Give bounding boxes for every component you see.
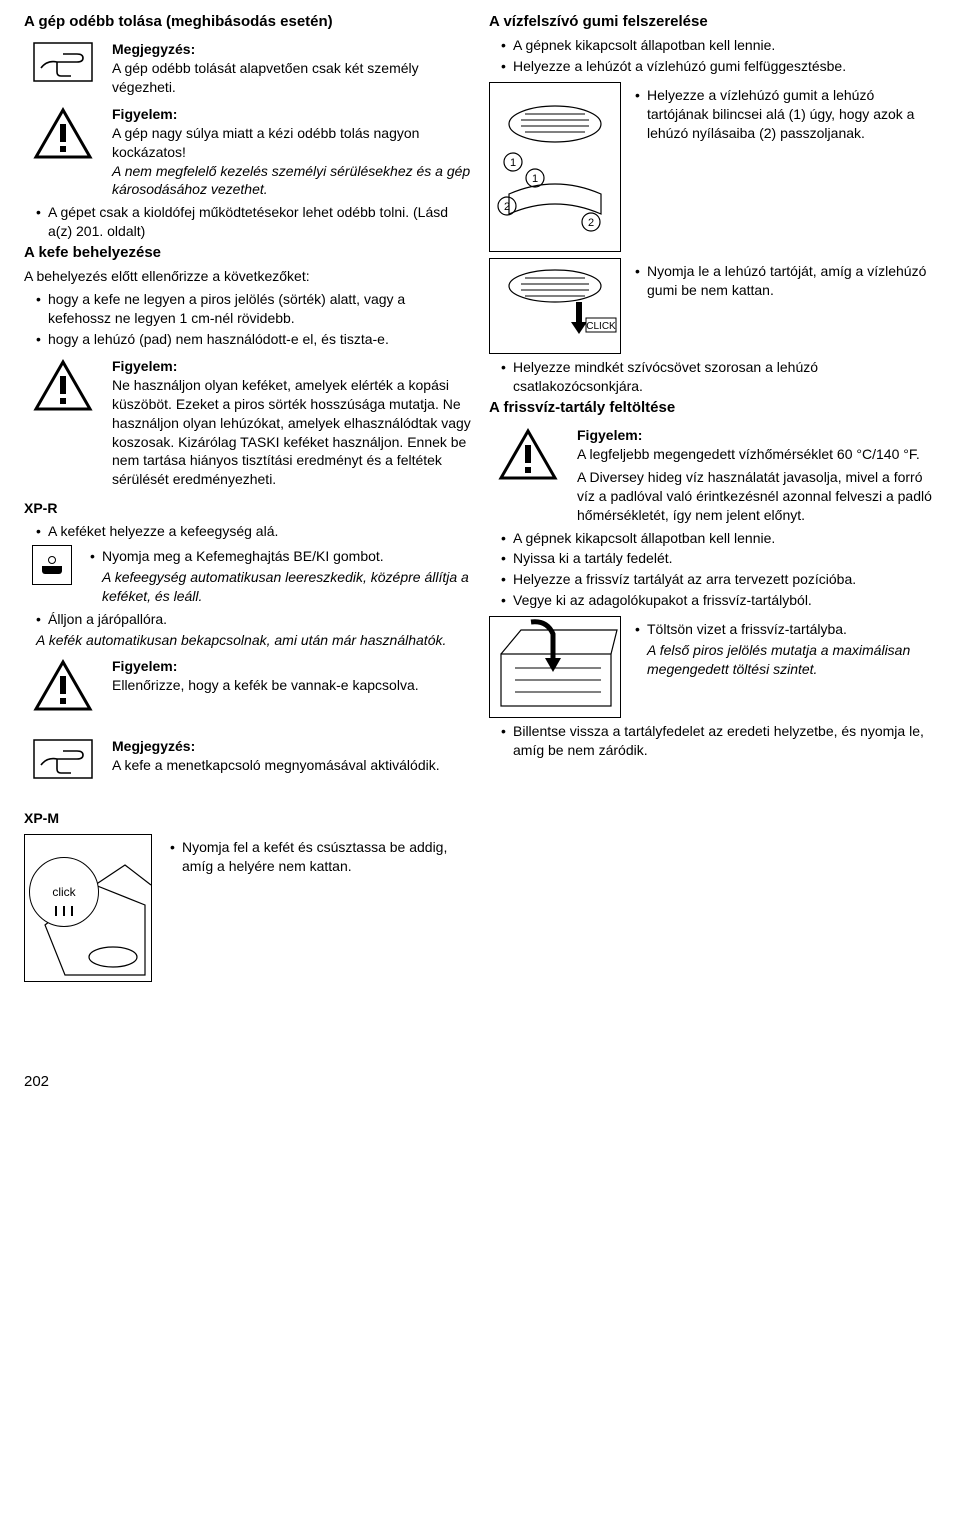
warn3-text: Ellenőrizze, hogy a kefék be vannak-e ka…	[112, 676, 471, 695]
svg-text:CLICK: CLICK	[586, 321, 616, 332]
warning-icon	[489, 426, 567, 482]
tank-warn-text1: A legfeljebb megengedett vízhőmérséklet …	[577, 445, 936, 464]
xpr-icon-bullet-1: Nyomja meg a Kefemeghajtás BE/KI gombot.	[90, 547, 471, 566]
xpm-label: XP-M	[24, 809, 471, 828]
img1-text: Helyezze a vízlehúzó gumit a lehúzó tart…	[635, 86, 936, 143]
img2-text: Nyomja le a lehúzó tartóját, amíg a vízl…	[635, 262, 936, 300]
right-bullet-1: A gépnek kikapcsolt állapotban kell lenn…	[501, 36, 936, 55]
warning-icon	[24, 657, 102, 713]
tank-bullet-3: Helyezze a frissvíz tartályát az arra te…	[501, 570, 936, 589]
brush-section-title: A kefe behelyezése	[24, 243, 471, 263]
warning-block-3: Figyelem: Ellenőrizze, hogy a kefék be v…	[24, 657, 471, 713]
tank-warn-text2: A Diversey hideg víz használatát javasol…	[577, 468, 936, 525]
tank-bullet-5: Billentse vissza a tartályfedelet az ere…	[501, 722, 936, 760]
svg-text:1: 1	[532, 173, 538, 185]
left-bullet-1: A gépet csak a kioldófej működtetésekor …	[36, 203, 471, 241]
svg-text:1: 1	[510, 157, 516, 169]
note-text: A gép odébb tolását alapvetően csak két …	[112, 59, 471, 97]
xpr-label: XP-R	[24, 499, 471, 518]
xpm-diagram: click	[24, 834, 152, 982]
squeegee-diagram-1: 1 1 2 2	[489, 82, 621, 252]
brush-intro: A behelyezés előtt ellenőrizze a követke…	[24, 267, 471, 286]
hand-icon	[24, 40, 102, 82]
note2-label: Megjegyzés:	[112, 737, 471, 756]
brush-bullet-1: hogy a kefe ne legyen a piros jelölés (s…	[36, 290, 471, 328]
brush-bullet-2: hogy a lehúzó (pad) nem használódott-e e…	[36, 330, 471, 349]
warn1-label: Figyelem:	[112, 105, 471, 124]
xpr-italic-2: A kefék automatikusan bekapcsolnak, ami …	[24, 631, 471, 650]
right-column: A vízfelszívó gumi felszerelése A gépnek…	[489, 10, 936, 1093]
img3-bullet: Töltsön vizet a frissvíz-tartályba.	[635, 620, 936, 639]
xpm-text: Nyomja fel a kefét és csúsztassa be addi…	[170, 838, 471, 876]
warn1-text1: A gép nagy súlya miatt a kézi odébb tolá…	[112, 124, 471, 162]
svg-text:2: 2	[588, 217, 594, 229]
left-title: A gép odébb tolása (meghibásodás esetén)	[24, 12, 471, 32]
tank-section-title: A frissvíz-tartály feltöltése	[489, 398, 936, 418]
tank-warn-label: Figyelem:	[577, 426, 936, 445]
xpr-bullet-1: A keféket helyezze a kefeegység alá.	[36, 522, 471, 541]
warn2-text: Ne használjon olyan keféket, amelyek elé…	[112, 376, 471, 489]
tank-bullet-1: A gépnek kikapcsolt állapotban kell lenn…	[501, 529, 936, 548]
right-title: A vízfelszívó gumi felszerelése	[489, 12, 936, 32]
right-bullet-2: Helyezze a lehúzót a vízlehúzó gumi felf…	[501, 57, 936, 76]
hand-icon	[24, 737, 102, 779]
warning-icon	[24, 357, 102, 413]
tank-bullet-4: Vegye ki az adagolókupakot a frissvíz-ta…	[501, 591, 936, 610]
xpr-bullet-2: Álljon a járópallóra.	[36, 610, 471, 629]
squeegee-row-2: CLICK Nyomja le a lehúzó tartóját, amíg …	[489, 258, 936, 354]
left-column: A gép odébb tolása (meghibásodás esetén)…	[24, 10, 471, 1093]
squeegee-row-1: 1 1 2 2 Helyezze a vízlehúzó gumit a leh…	[489, 82, 936, 252]
warn1-text2: A nem megfelelő kezelés személyi sérülés…	[112, 162, 471, 200]
xpr-icon-italic-1: A kefeegység automatikusan leereszkedik,…	[90, 568, 471, 606]
tank-bullet-2: Nyissa ki a tartály fedelét.	[501, 549, 936, 568]
svg-text:2: 2	[504, 201, 510, 213]
tank-fill-row: Töltsön vizet a frissvíz-tartályba. A fe…	[489, 616, 936, 718]
brush-drive-icon	[32, 545, 72, 585]
right-bullet-3: Helyezze mindkét szívócsövet szorosan a …	[501, 358, 936, 396]
brush-drive-block: Nyomja meg a Kefemeghajtás BE/KI gombot.…	[24, 543, 471, 606]
note-block-1: Megjegyzés: A gép odébb tolását alapvető…	[24, 40, 471, 97]
tank-warning-block: Figyelem: A legfeljebb megengedett vízhő…	[489, 426, 936, 524]
warn3-label: Figyelem:	[112, 657, 471, 676]
warn2-label: Figyelem:	[112, 357, 471, 376]
note2-text: A kefe a menetkapcsoló megnyomásával akt…	[112, 756, 471, 775]
note-label: Megjegyzés:	[112, 40, 471, 59]
squeegee-diagram-2: CLICK	[489, 258, 621, 354]
page-number: 202	[24, 1072, 471, 1092]
warning-block-2: Figyelem: Ne használjon olyan keféket, a…	[24, 357, 471, 489]
click-callout: click	[29, 857, 99, 927]
xpm-row: click Nyomja fel a kefét és csúsztassa b…	[24, 834, 471, 982]
note-block-2: Megjegyzés: A kefe a menetkapcsoló megny…	[24, 737, 471, 779]
img3-italic: A felső piros jelölés mutatja a maximáli…	[635, 641, 936, 679]
warning-icon	[24, 105, 102, 161]
tank-fill-diagram	[489, 616, 621, 718]
warning-block-1: Figyelem: A gép nagy súlya miatt a kézi …	[24, 105, 471, 199]
